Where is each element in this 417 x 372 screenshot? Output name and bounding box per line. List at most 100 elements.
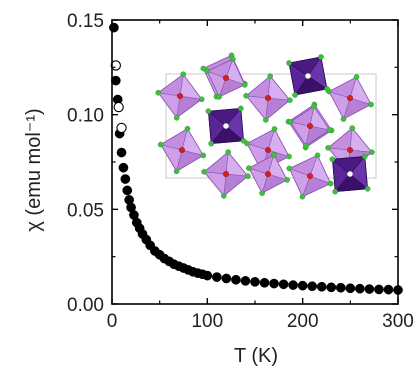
data-point xyxy=(202,270,213,281)
dark-octahedron xyxy=(205,105,247,147)
vertex-atom xyxy=(286,153,292,160)
data-point xyxy=(221,273,232,284)
center-atom xyxy=(222,122,229,129)
light-octahedron xyxy=(155,71,205,121)
data-point xyxy=(345,283,356,294)
vertex-atom xyxy=(287,97,293,103)
light-octahedron xyxy=(246,152,290,196)
data-point xyxy=(355,283,365,294)
vertex-atom xyxy=(173,168,180,175)
x-tick-label: 300 xyxy=(382,311,414,332)
vertex-atom xyxy=(205,108,212,114)
vertex-atom xyxy=(368,101,374,108)
vertex-atom xyxy=(292,92,298,98)
y-tick-label: 0.05 xyxy=(67,200,104,221)
vertex-atom xyxy=(259,190,265,196)
vertex-atom xyxy=(216,93,222,100)
dark-octahedron xyxy=(286,54,330,98)
data-point xyxy=(278,279,289,290)
vertex-atom xyxy=(204,68,211,74)
vertex-atom xyxy=(369,149,375,155)
vertex-atom xyxy=(324,86,330,92)
vertex-atom xyxy=(241,82,248,88)
data-point xyxy=(326,282,337,293)
y-tick-label: 0.00 xyxy=(67,295,104,316)
vertex-atom xyxy=(314,152,321,159)
light-octahedron xyxy=(326,74,374,122)
y-axis-label: χ (emu mol⁻¹) xyxy=(23,108,45,231)
data-point xyxy=(240,276,251,286)
data-point-open xyxy=(113,101,124,113)
center-atom xyxy=(307,172,314,179)
vertex-atom xyxy=(263,117,269,123)
vertex-atom xyxy=(349,125,355,131)
center-atom xyxy=(265,170,272,177)
vertex-atom xyxy=(230,56,236,63)
data-point xyxy=(259,277,270,288)
vertex-atom xyxy=(286,165,293,172)
center-atom xyxy=(265,94,272,101)
vertex-atom xyxy=(221,193,227,199)
center-atom xyxy=(305,72,312,79)
data-point xyxy=(374,284,384,295)
vertex-atom xyxy=(155,89,162,96)
y-tick-label: 0.15 xyxy=(67,11,104,32)
vertex-atom xyxy=(325,145,331,151)
vertex-atom xyxy=(243,93,249,99)
data-point-open xyxy=(116,122,127,134)
data-point xyxy=(269,278,279,289)
data-point xyxy=(212,272,222,282)
center-atom xyxy=(178,146,185,153)
center-atom xyxy=(307,122,314,129)
x-tick-label: 200 xyxy=(287,311,319,332)
vertex-atom xyxy=(353,74,360,80)
x-tick-label: 0 xyxy=(107,311,118,332)
data-point xyxy=(364,284,375,294)
vertex-atom xyxy=(184,125,191,132)
data-point xyxy=(383,284,394,295)
vertex-atom xyxy=(173,114,180,121)
axes: 0 100 200 300 0.00 0.05 0.10 0.15 xyxy=(67,11,414,332)
data-point xyxy=(120,174,131,184)
center-atom xyxy=(222,74,229,81)
center-atom xyxy=(347,170,354,177)
vertex-atom xyxy=(318,54,324,60)
vertex-atom xyxy=(157,141,164,148)
vertex-atom xyxy=(364,186,371,192)
vertex-atom xyxy=(198,96,205,103)
light-octahedron xyxy=(204,56,248,100)
data-point xyxy=(250,276,260,287)
vertex-atom xyxy=(208,140,214,147)
x-axis-label: T (K) xyxy=(234,345,278,367)
vertex-atom xyxy=(286,60,292,66)
data-point xyxy=(118,162,129,173)
vertex-atom xyxy=(245,173,251,179)
vertex-atom xyxy=(246,165,252,171)
vertex-atom xyxy=(284,177,290,183)
light-octahedron xyxy=(201,149,251,199)
vertex-atom xyxy=(326,127,333,133)
vertex-atom xyxy=(303,142,309,149)
data-point xyxy=(288,280,298,290)
data-point xyxy=(109,22,119,33)
vertex-atom xyxy=(180,71,187,78)
vertex-atom xyxy=(201,169,207,175)
vertex-atom xyxy=(200,152,207,159)
light-octahedron xyxy=(286,152,334,200)
vertex-atom xyxy=(240,138,247,144)
dark-octahedron xyxy=(329,153,371,195)
vertex-atom xyxy=(200,65,207,72)
center-atom xyxy=(265,146,272,153)
vertex-atom xyxy=(311,103,317,110)
data-point xyxy=(122,185,133,196)
x-tick-label: 100 xyxy=(191,311,223,332)
vertex-atom xyxy=(287,119,294,125)
y-tick-label: 0.10 xyxy=(67,106,104,127)
vertex-atom xyxy=(271,126,278,132)
vertex-atom xyxy=(327,180,334,187)
center-atom xyxy=(347,146,354,153)
center-atom xyxy=(176,92,183,99)
vertex-atom xyxy=(238,105,244,112)
data-point xyxy=(297,280,308,291)
light-octahedron xyxy=(157,125,207,175)
